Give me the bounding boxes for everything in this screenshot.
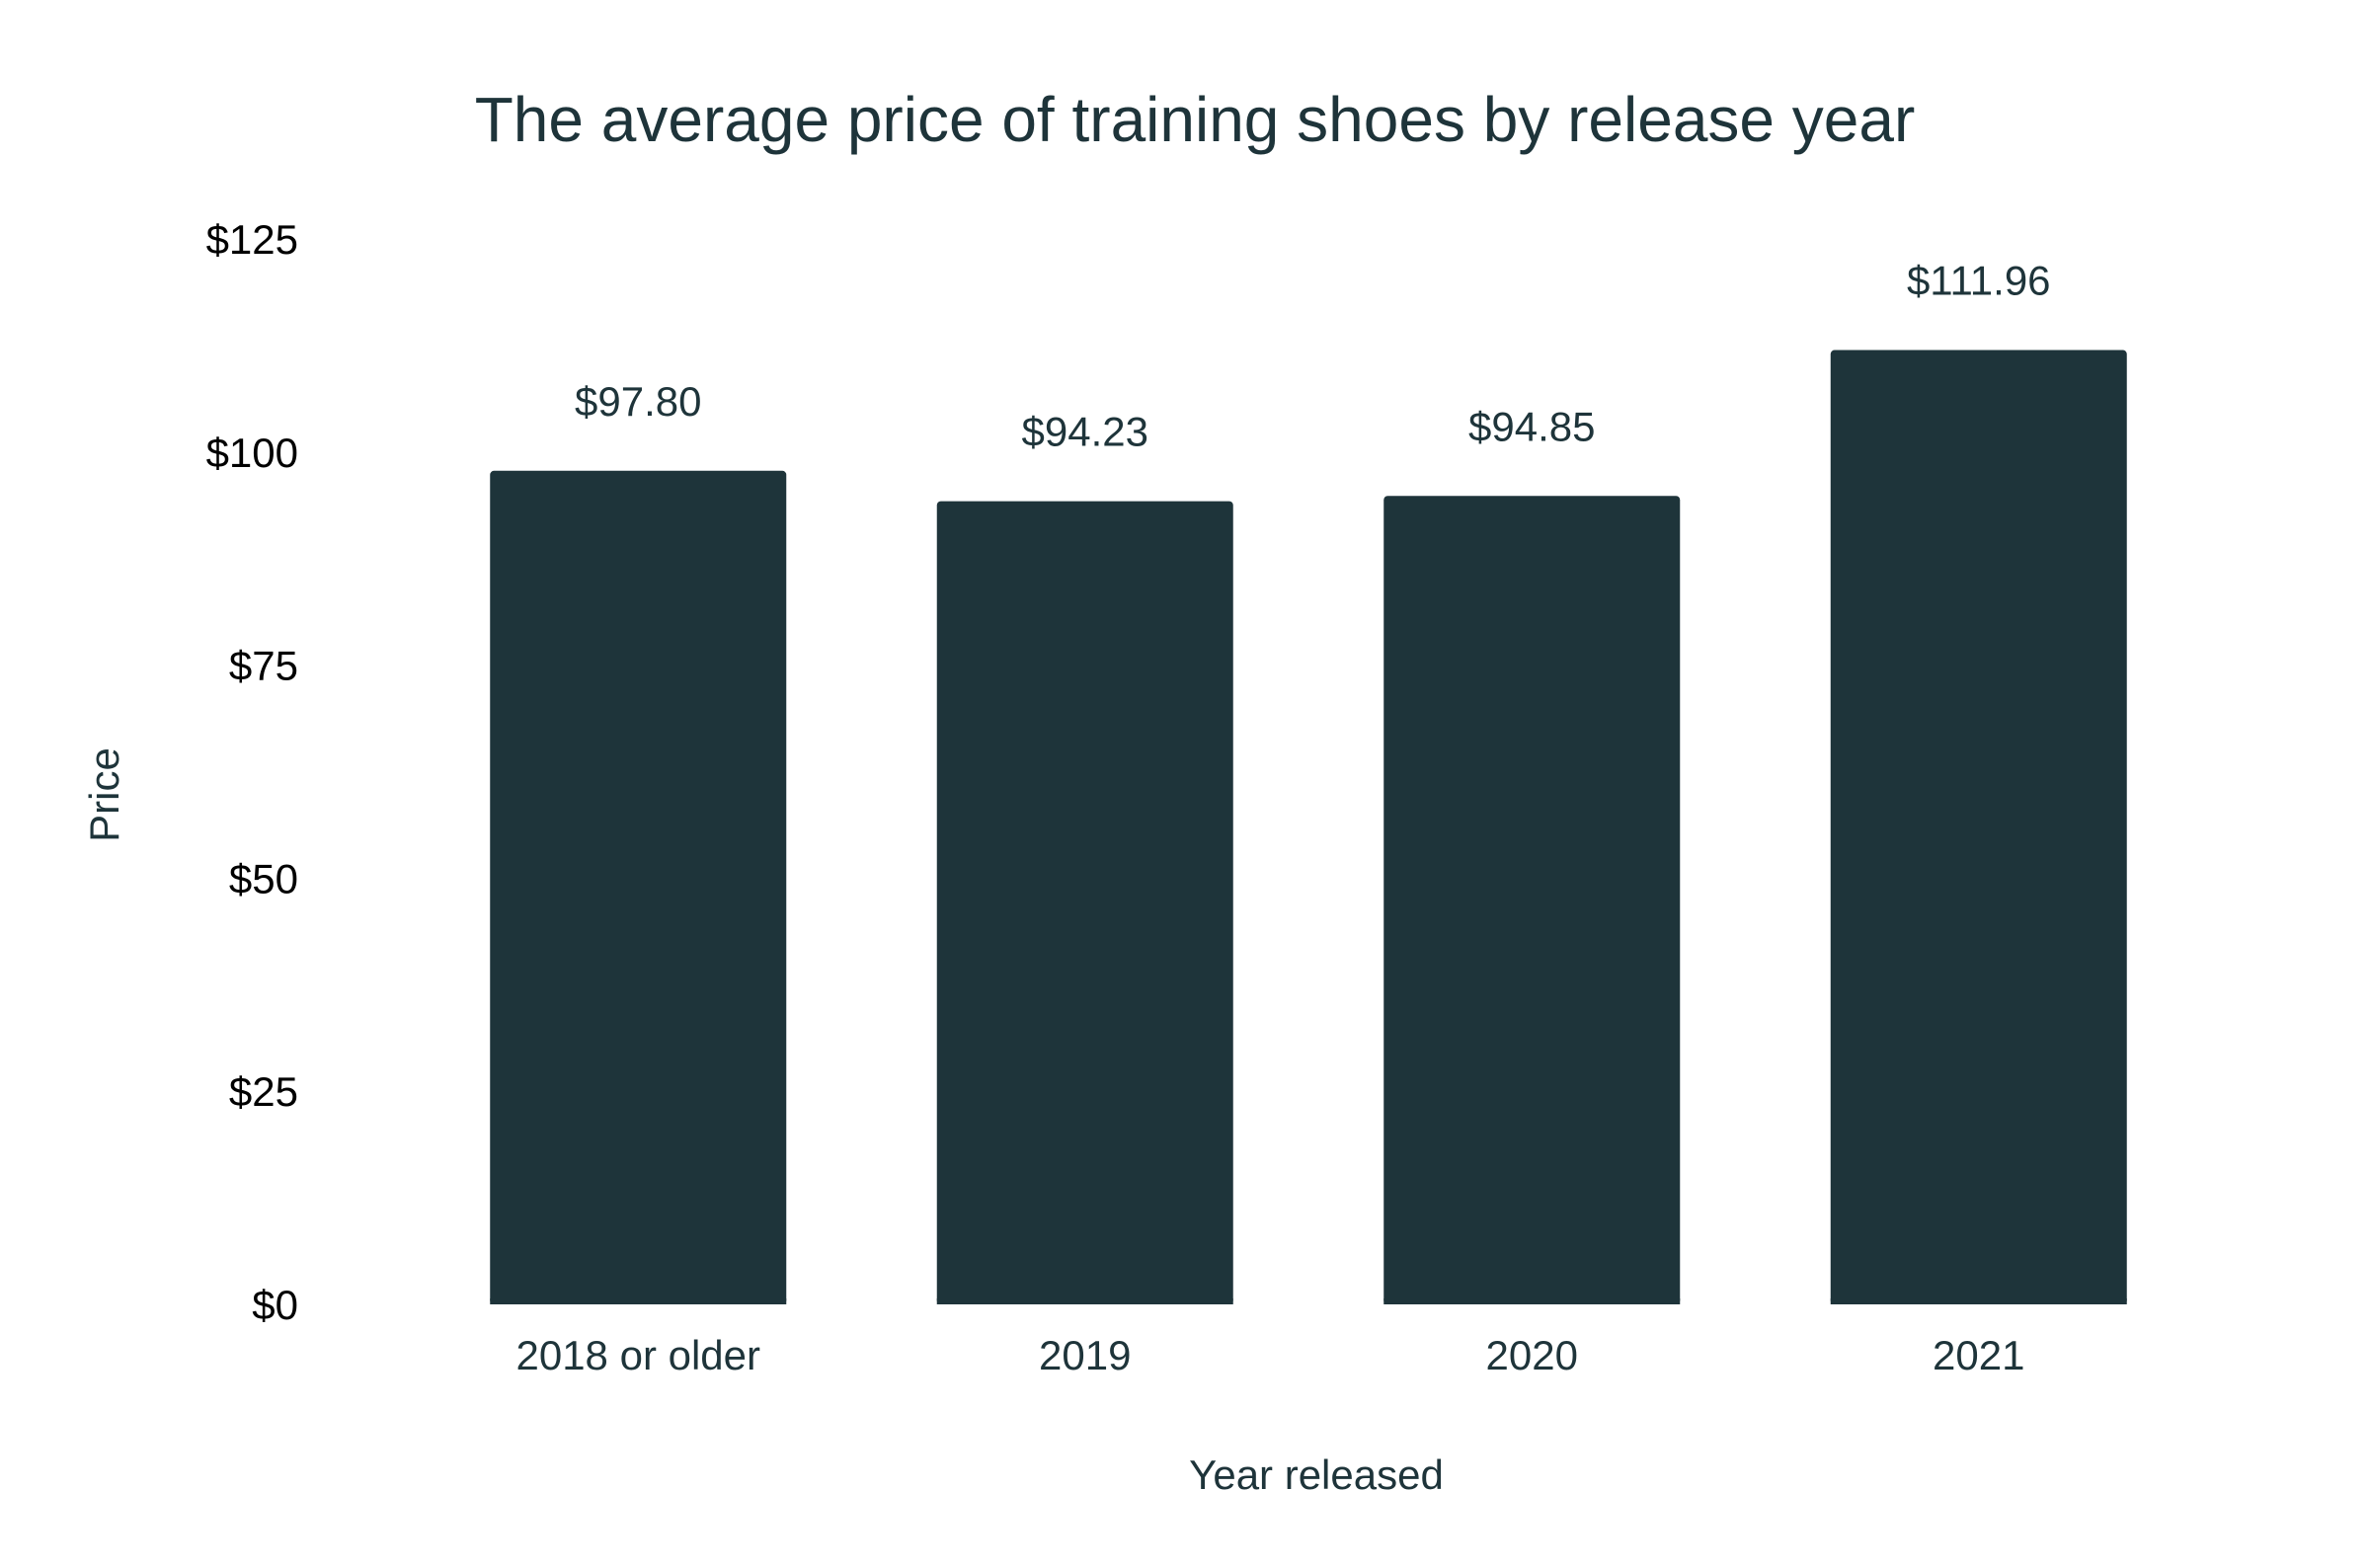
y-tick-label: $75 (229, 643, 298, 689)
bar-base (1830, 1298, 2127, 1304)
bar (936, 501, 1233, 1304)
y-axis-ticks: $0 $25 $50 $75 $100 $125 (206, 216, 298, 1328)
value-labels: $97.80 $94.23 $94.85 $111.96 (575, 258, 2051, 455)
x-category-label: 2020 (1486, 1332, 1578, 1378)
chart-title: The average price of training shoes by r… (475, 84, 1916, 155)
bar (1830, 350, 2127, 1304)
y-tick-label: $0 (252, 1282, 298, 1328)
x-category-label: 2021 (1933, 1332, 2024, 1378)
y-axis-title: Price (81, 747, 127, 842)
bar-base (1383, 1298, 1681, 1304)
x-axis-title: Year released (1189, 1451, 1444, 1498)
y-tick-label: $25 (229, 1068, 298, 1115)
x-axis-categories: 2018 or older 2019 2020 2021 (515, 1332, 2024, 1378)
x-category-label: 2019 (1039, 1332, 1131, 1378)
bar-base (936, 1298, 1233, 1304)
bar-value-label: $94.85 (1468, 403, 1595, 449)
bar-value-label: $111.96 (1907, 258, 2051, 304)
y-tick-label: $125 (206, 216, 298, 263)
y-tick-label: $100 (206, 430, 298, 476)
bar (490, 470, 787, 1304)
bar-value-label: $97.80 (575, 378, 701, 425)
bar-base (490, 1298, 787, 1304)
y-tick-label: $50 (229, 855, 298, 902)
x-category-label: 2018 or older (515, 1332, 760, 1378)
bar (1383, 496, 1681, 1305)
bars (490, 350, 2127, 1305)
bar-value-label: $94.23 (1022, 409, 1148, 455)
